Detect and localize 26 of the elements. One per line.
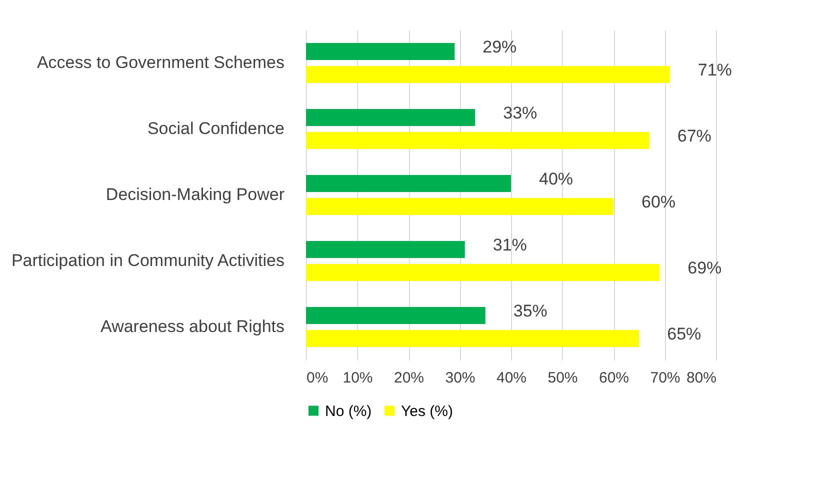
x-tick-label: 30% (445, 370, 476, 386)
data-label: 29% (482, 37, 517, 56)
data-label: 67% (677, 126, 712, 146)
y-tick-label: Awareness about Rights (100, 317, 284, 336)
x-tick-label: 20% (394, 370, 424, 386)
x-tick-label: 50% (548, 370, 578, 386)
data-label: 35% (513, 301, 548, 320)
y-tick-label: Access to Government Schemes (36, 53, 284, 72)
x-tick-label: 10% (342, 370, 373, 386)
y-tick-label: Participation in Community Activities (11, 251, 284, 270)
data-label: 65% (667, 324, 702, 344)
data-label: 69% (688, 258, 722, 278)
data-label: 71% (698, 60, 732, 80)
x-tick-label: 80% (686, 370, 716, 386)
legend-label: Yes (%) (401, 402, 453, 420)
data-label: 31% (492, 235, 527, 254)
x-tick-label: 60% (598, 370, 630, 386)
y-tick-label: Decision-Making Power (106, 185, 285, 204)
data-label: 40% (539, 169, 574, 188)
data-label: 60% (642, 192, 676, 212)
x-tick-label: 70% (650, 370, 680, 386)
data-label: 33% (503, 103, 538, 122)
legend-label: No (%) (325, 402, 372, 420)
x-tick-label: 0% (306, 370, 328, 386)
y-tick-label: Social Confidence (147, 119, 284, 138)
x-tick-label: 40% (496, 370, 527, 386)
